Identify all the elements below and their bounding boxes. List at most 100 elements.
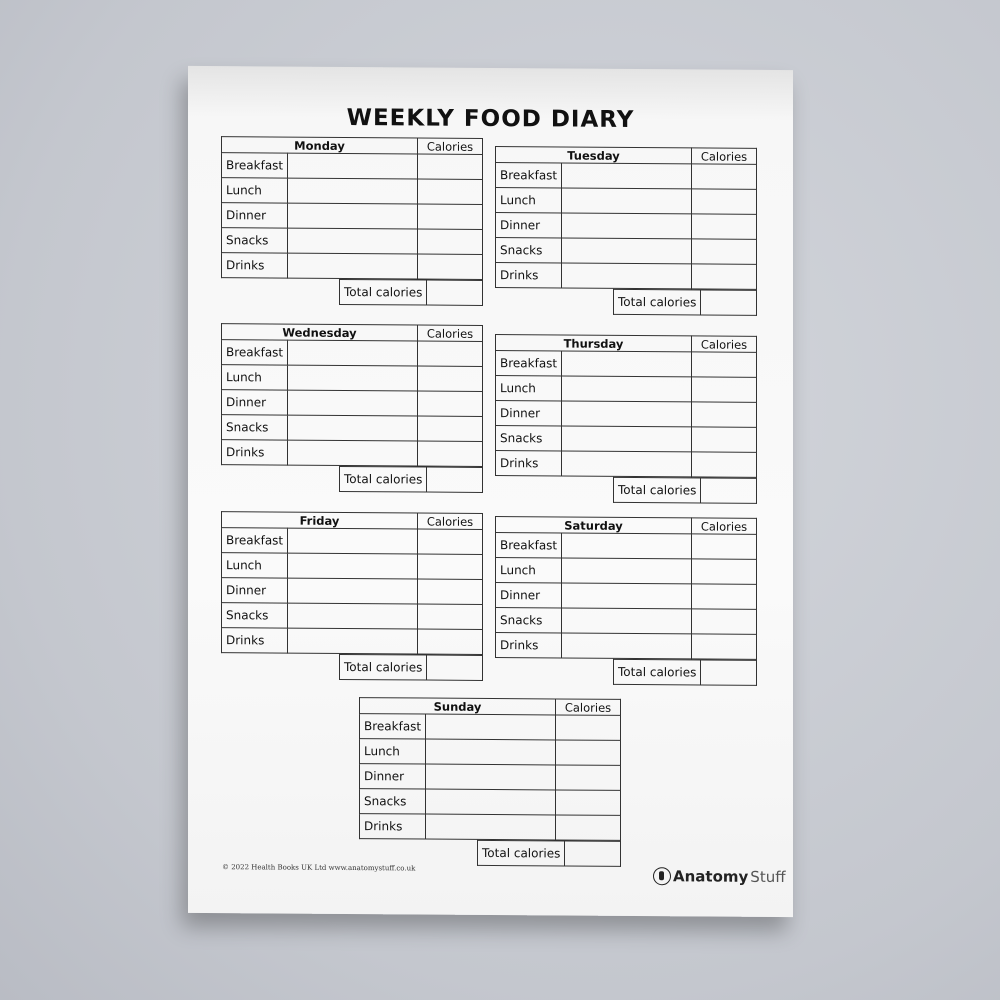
food-entry-cell[interactable] [425,789,556,815]
food-entry-cell[interactable] [561,632,692,659]
food-entry-cell[interactable] [561,582,692,609]
calories-cell[interactable] [417,603,483,630]
meal-label: Snacks [495,237,562,263]
calories-cell[interactable] [691,238,757,265]
meal-label: Dinner [359,763,426,790]
food-entry-cell[interactable] [287,178,418,204]
food-entry-cell[interactable] [287,203,418,229]
calories-cell[interactable] [417,628,483,655]
food-entry-cell[interactable] [561,187,692,214]
calories-cell[interactable] [691,213,757,240]
page-title: WEEKLY FOOD DIARY [346,104,635,134]
food-entry-cell[interactable] [287,415,418,441]
calories-cell[interactable] [417,415,483,442]
food-entry-cell[interactable] [287,578,418,604]
calories-header: Calories [555,698,621,716]
total-calories-cell[interactable] [700,659,757,686]
total-calories-cell[interactable] [426,655,483,681]
food-entry-cell[interactable] [425,814,556,840]
calories-cell[interactable] [555,764,621,791]
calories-cell[interactable] [417,228,483,255]
food-entry-cell[interactable] [287,603,418,629]
food-entry-cell[interactable] [287,153,418,179]
food-entry-cell[interactable] [287,628,418,654]
food-entry-cell[interactable] [561,262,692,289]
calories-cell[interactable] [691,401,757,428]
calories-header: Calories [691,335,757,353]
day-table-wednesday: Wednesday Calories Breakfast Lunch Dinner Sna… [221,323,483,493]
calories-header: Calories [417,512,483,530]
calories-cell[interactable] [417,340,483,367]
calories-cell[interactable] [691,451,757,478]
food-entry-cell[interactable] [425,764,556,790]
calories-header: Calories [691,147,757,165]
food-entry-cell[interactable] [561,375,692,402]
calories-cell[interactable] [691,426,757,453]
calories-cell[interactable] [691,263,757,290]
calories-cell[interactable] [417,153,483,180]
food-entry-cell[interactable] [287,553,418,579]
total-calories-cell[interactable] [564,841,621,867]
day-name: Saturday [495,516,692,534]
calories-cell[interactable] [417,578,483,605]
food-entry-cell[interactable] [287,440,418,466]
calories-cell[interactable] [417,253,483,280]
food-entry-cell[interactable] [561,162,692,189]
day-table-saturday: Saturday Calories Breakfast Lunch Dinner Snac… [495,516,757,686]
calories-cell[interactable] [417,553,483,580]
food-entry-cell[interactable] [561,212,692,239]
total-calories-cell[interactable] [700,289,757,316]
meal-label: Breakfast [495,532,562,558]
meal-row: Dinner [495,212,757,240]
calories-cell[interactable] [417,203,483,230]
calories-cell[interactable] [417,390,483,417]
food-entry-cell[interactable] [287,390,418,416]
food-entry-cell[interactable] [561,350,692,377]
calories-cell[interactable] [417,528,483,555]
food-entry-cell[interactable] [287,365,418,391]
meal-label: Lunch [495,557,562,583]
meal-row: Lunch [495,187,757,215]
calories-cell[interactable] [417,440,483,467]
food-entry-cell[interactable] [561,532,692,559]
meal-row: Snacks [221,227,483,255]
total-calories-cell[interactable] [426,467,483,493]
calories-cell[interactable] [691,351,757,378]
meal-label: Lunch [221,552,288,579]
logo-icon [653,867,671,886]
calories-cell[interactable] [691,633,757,660]
food-entry-cell[interactable] [561,450,692,477]
food-entry-cell[interactable] [561,237,692,264]
calories-cell[interactable] [555,739,621,766]
calories-cell[interactable] [417,365,483,392]
food-entry-cell[interactable] [287,528,418,554]
food-entry-cell[interactable] [287,228,418,254]
calories-cell[interactable] [555,789,621,816]
total-calories-cell[interactable] [700,477,757,504]
meal-row: Dinner [359,763,621,791]
food-entry-cell[interactable] [425,714,556,740]
calories-cell[interactable] [555,714,621,741]
calories-cell[interactable] [417,178,483,205]
meal-label: Drinks [495,632,562,658]
meal-label: Dinner [495,212,562,238]
calories-cell[interactable] [691,608,757,635]
food-entry-cell[interactable] [425,739,556,765]
food-entry-cell[interactable] [287,253,418,279]
logo-text-light: Stuff [750,867,786,887]
calories-cell[interactable] [691,583,757,610]
food-entry-cell[interactable] [287,340,418,366]
calories-cell[interactable] [691,558,757,585]
food-entry-cell[interactable] [561,400,692,427]
food-entry-cell[interactable] [561,607,692,634]
calories-cell[interactable] [691,376,757,403]
calories-cell[interactable] [691,163,757,190]
calories-cell[interactable] [691,188,757,215]
meal-label: Dinner [495,582,562,608]
total-calories-cell[interactable] [426,280,483,306]
food-entry-cell[interactable] [561,557,692,584]
calories-cell[interactable] [555,814,621,841]
calories-cell[interactable] [691,533,757,560]
day-name: Friday [221,511,418,529]
food-entry-cell[interactable] [561,425,692,452]
